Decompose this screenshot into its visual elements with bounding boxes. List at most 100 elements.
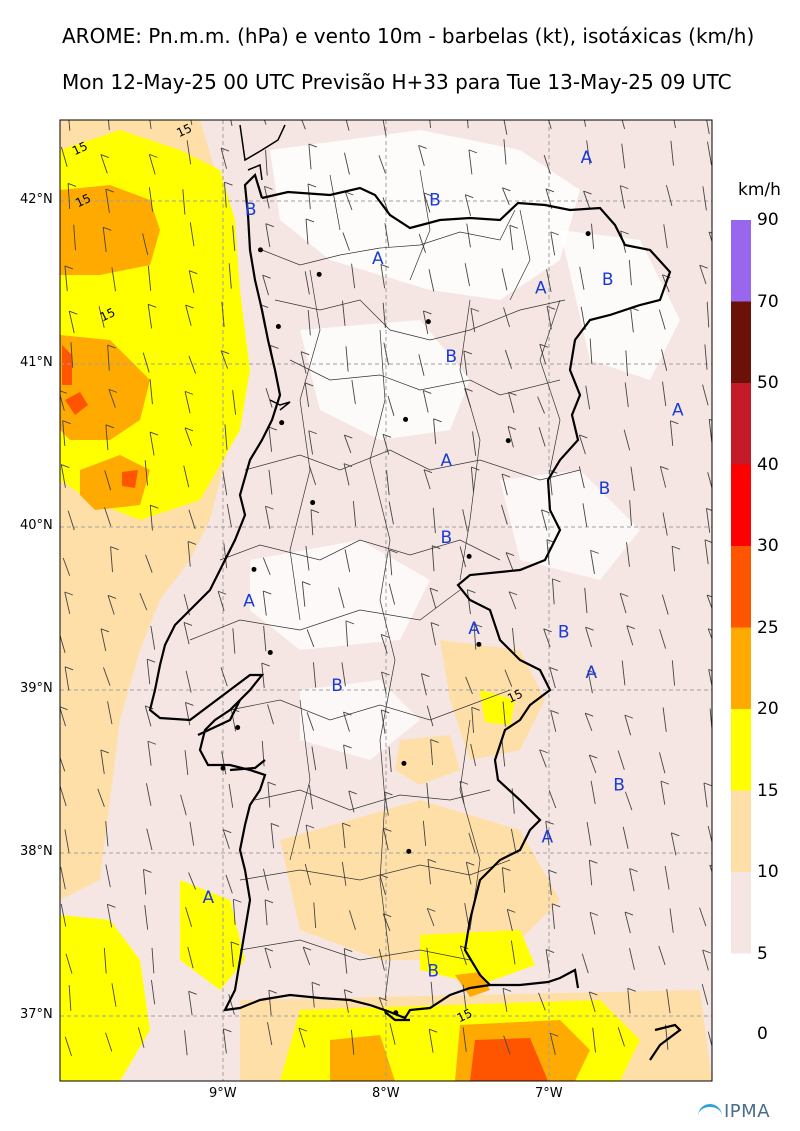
wind-barb-feather	[264, 185, 273, 190]
wind-barb-feather	[67, 182, 77, 187]
colorbar-tick-label: 70	[757, 291, 779, 312]
wind-barb-feather	[270, 345, 279, 349]
wind-barb	[139, 593, 148, 611]
wind-barb-feather	[545, 949, 555, 954]
wind-barb-feather	[467, 589, 476, 594]
wind-barb	[627, 988, 631, 1014]
wind-barb	[60, 756, 66, 772]
wind-barb	[308, 143, 312, 170]
wind-barb	[706, 594, 712, 610]
wind-barb	[225, 874, 233, 894]
wind-barb-feather	[549, 667, 558, 671]
wind-barb	[422, 820, 427, 847]
wind-barb-feather	[543, 628, 552, 633]
wind-barb	[270, 823, 275, 849]
wind-barb	[658, 945, 666, 966]
wind-barb-feather	[64, 666, 74, 671]
wind-barb-feather	[230, 941, 240, 946]
wind-barb	[308, 784, 314, 810]
wind-barb	[539, 344, 547, 365]
wind-barb-feather	[150, 504, 159, 509]
wind-barb	[230, 708, 237, 732]
wind-barb	[466, 589, 471, 615]
wind-barb	[470, 743, 477, 766]
wind-barb-feather	[463, 350, 472, 355]
city-dot	[403, 416, 409, 422]
logo-arc-icon	[698, 1103, 722, 1121]
wind-barb	[389, 549, 393, 576]
wind-barb-feather	[430, 622, 440, 627]
wind-barb-feather	[589, 859, 598, 864]
wind-barb-feather	[550, 1032, 559, 1037]
wind-barb	[578, 466, 585, 489]
wind-barb	[220, 350, 229, 369]
wind-barb-feather	[149, 431, 159, 436]
wind-barb-feather	[620, 592, 629, 597]
low-pressure-marker: B	[558, 622, 570, 642]
wind-barb	[143, 869, 147, 895]
wind-barb	[418, 233, 426, 253]
wind-barb	[590, 550, 595, 574]
wind-barb	[186, 140, 192, 165]
wind-barb	[626, 625, 634, 646]
wind-barb	[222, 1028, 227, 1054]
wind-barb	[670, 832, 677, 856]
wind-barb	[105, 864, 111, 888]
wind-barb	[471, 707, 474, 733]
wind-barb-feather	[185, 702, 194, 706]
wind-barb	[586, 821, 592, 846]
wind-barb	[220, 147, 228, 169]
wind-barb	[343, 463, 350, 486]
wind-barb	[588, 754, 597, 774]
colorbar-swatch	[731, 301, 751, 383]
wind-barb	[426, 705, 434, 727]
high-pressure-marker: A	[468, 619, 480, 639]
wind-barb	[149, 432, 155, 456]
wind-barb	[184, 750, 189, 776]
wind-barb-feather	[501, 473, 511, 478]
wind-barb-feather	[671, 545, 681, 550]
wind-barb	[262, 275, 269, 296]
wind-barb	[624, 715, 632, 736]
wind-barb	[543, 155, 551, 175]
wind-barb	[111, 267, 116, 292]
wind-barb	[342, 232, 350, 251]
wind-barb	[701, 984, 709, 1005]
city-dot	[476, 641, 482, 647]
wind-barb	[183, 465, 190, 488]
wind-barb	[661, 594, 669, 615]
wind-barb	[388, 501, 394, 525]
city-dot	[316, 271, 322, 277]
wind-barb	[659, 752, 666, 774]
wind-barb-feather	[703, 782, 712, 787]
wind-barb	[265, 223, 271, 248]
wind-barb-feather	[383, 827, 392, 832]
wind-barb	[467, 120, 469, 129]
wind-barb	[147, 265, 152, 291]
wind-barb-feather	[507, 908, 516, 913]
wind-barb-feather	[263, 590, 272, 595]
wind-barb-feather	[264, 899, 274, 904]
wind-barb	[305, 218, 309, 245]
wind-barb	[224, 424, 228, 450]
wind-barb	[344, 191, 353, 211]
wind-barb-feather	[589, 754, 598, 759]
wind-barb	[386, 470, 390, 496]
wind-barb	[509, 225, 514, 250]
wind-barb-feather	[147, 658, 156, 663]
wind-barb	[626, 542, 630, 567]
wind-barb	[148, 187, 154, 212]
wind-barb	[430, 622, 436, 646]
wind-barb	[545, 949, 551, 974]
wind-barb	[301, 581, 306, 607]
wind-barb-feather	[183, 621, 193, 626]
wind-barb-feather	[345, 620, 355, 625]
map-frame	[59, 119, 713, 1082]
wind-barb	[313, 902, 317, 928]
wind-barb-feather	[343, 744, 352, 749]
wind-barb-feather	[589, 911, 599, 916]
wind-barb-feather	[220, 350, 230, 355]
wind-barb-feather	[342, 822, 351, 827]
wind-barb	[217, 591, 225, 612]
wind-barb	[312, 662, 317, 688]
